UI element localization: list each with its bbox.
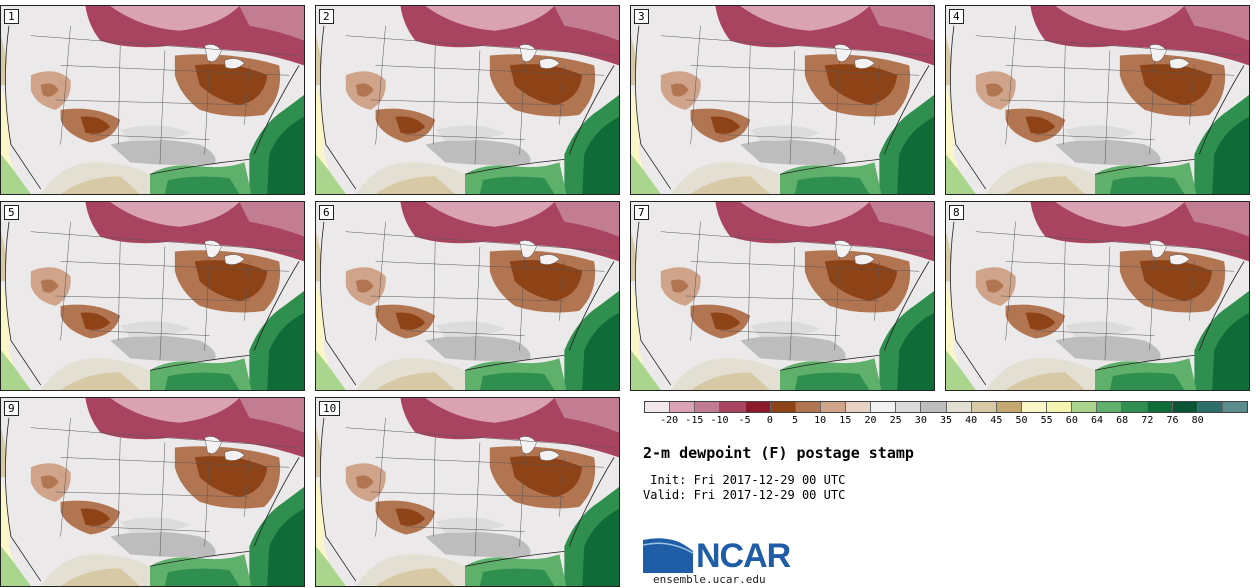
colorbar [644, 401, 1248, 413]
dewpoint-map [1, 398, 304, 586]
colorbar-tick-label: -20 [660, 415, 679, 426]
colorbar-segment [1072, 402, 1098, 412]
colorbar-segment [1047, 402, 1073, 412]
stamp-number: 3 [634, 9, 649, 24]
colorbar-tick-label: 35 [939, 415, 953, 426]
dewpoint-map [946, 202, 1249, 390]
colorbar-tick-label: 64 [1090, 415, 1104, 426]
colorbar-tick-label: 45 [990, 415, 1003, 426]
colorbar-tick-label: 10 [814, 415, 827, 426]
postage-stamp-map: 1 [0, 5, 305, 195]
dewpoint-map [946, 6, 1249, 194]
colorbar-segment [670, 402, 696, 412]
colorbar-segment [645, 402, 671, 412]
colorbar-segment [971, 402, 997, 412]
ncar-logo-swoosh [643, 536, 694, 573]
colorbar-segment [1097, 402, 1123, 412]
stamp-number: 6 [319, 205, 334, 220]
stamp-number: 9 [4, 401, 19, 416]
colorbar-segment [770, 402, 796, 412]
colorbar-segment [745, 402, 771, 412]
dewpoint-map [631, 6, 934, 194]
colorbar-tick-label: 55 [1040, 415, 1053, 426]
colorbar-tick-label: 50 [1015, 415, 1028, 426]
colorbar-segment [1222, 402, 1247, 412]
dewpoint-map [631, 202, 934, 390]
postage-stamp-map: 7 [630, 201, 935, 391]
colorbar-segment [846, 402, 872, 412]
colorbar-tick-label: -10 [710, 415, 729, 426]
colorbar-tick-label: 20 [864, 415, 877, 426]
stamp-number: 7 [634, 205, 649, 220]
colorbar-tick-label: 25 [889, 415, 902, 426]
ncar-logo-text: NCAR [696, 537, 791, 575]
postage-stamp-map: 9 [0, 397, 305, 587]
dewpoint-map [316, 202, 619, 390]
ncar-url: ensemble.ucar.edu [653, 573, 766, 586]
colorbar-tick-label: 60 [1065, 415, 1078, 426]
stamp-number: 2 [319, 9, 334, 24]
colorbar-tick-label: 15 [839, 415, 852, 426]
colorbar-tick-label: -15 [685, 415, 704, 426]
colorbar-segment [1021, 402, 1047, 412]
colorbar-tick-label: 0 [766, 415, 773, 426]
postage-stamp-map: 4 [945, 5, 1250, 195]
colorbar-tick-label: 72 [1141, 415, 1154, 426]
colorbar-segment [1122, 402, 1148, 412]
figure-title: 2-m dewpoint (F) postage stamp [643, 444, 914, 462]
dewpoint-map [316, 398, 619, 586]
colorbar-tick-label: 5 [791, 415, 799, 426]
stamp-number: 10 [319, 401, 341, 416]
colorbar-tick-label: -5 [738, 415, 751, 426]
postage-stamp-map: 6 [315, 201, 620, 391]
stamp-number: 4 [949, 9, 964, 24]
stamp-number: 5 [4, 205, 19, 220]
colorbar-tick-label: 30 [914, 415, 927, 426]
postage-stamp-map: 3 [630, 5, 935, 195]
colorbar-segment [1172, 402, 1198, 412]
dewpoint-map [316, 6, 619, 194]
postage-stamp-map: 10 [315, 397, 620, 587]
postage-stamp-map: 5 [0, 201, 305, 391]
colorbar-segment [695, 402, 721, 412]
stamp-number: 8 [949, 205, 964, 220]
colorbar-segment [871, 402, 897, 412]
colorbar-segment [921, 402, 947, 412]
colorbar-tick-label: 76 [1166, 415, 1179, 426]
colorbar-segment [820, 402, 846, 412]
colorbar-segment [896, 402, 922, 412]
postage-stamp-map: 8 [945, 201, 1250, 391]
init-time: Init: Fri 2017-12-29 00 UTC [643, 473, 846, 487]
colorbar-tick-label: 68 [1116, 415, 1129, 426]
valid-time: Valid: Fri 2017-12-29 00 UTC [643, 488, 846, 502]
dewpoint-map [1, 6, 304, 194]
colorbar-segment [946, 402, 972, 412]
stamp-number: 1 [4, 9, 19, 24]
colorbar-segment [795, 402, 821, 412]
colorbar-segment [1147, 402, 1173, 412]
colorbar-segment [996, 402, 1022, 412]
colorbar-segment [720, 402, 746, 412]
colorbar-ticks: -20 -15 -10 -5 0 5 10 15 20 25 30 35 40 45 50 55 60 64 68 7… [644, 415, 1248, 429]
colorbar-segment [1197, 402, 1223, 412]
dewpoint-map [1, 202, 304, 390]
colorbar-tick-label: 40 [965, 415, 978, 426]
colorbar-tick-label: 80 [1191, 415, 1204, 426]
postage-stamp-map: 2 [315, 5, 620, 195]
